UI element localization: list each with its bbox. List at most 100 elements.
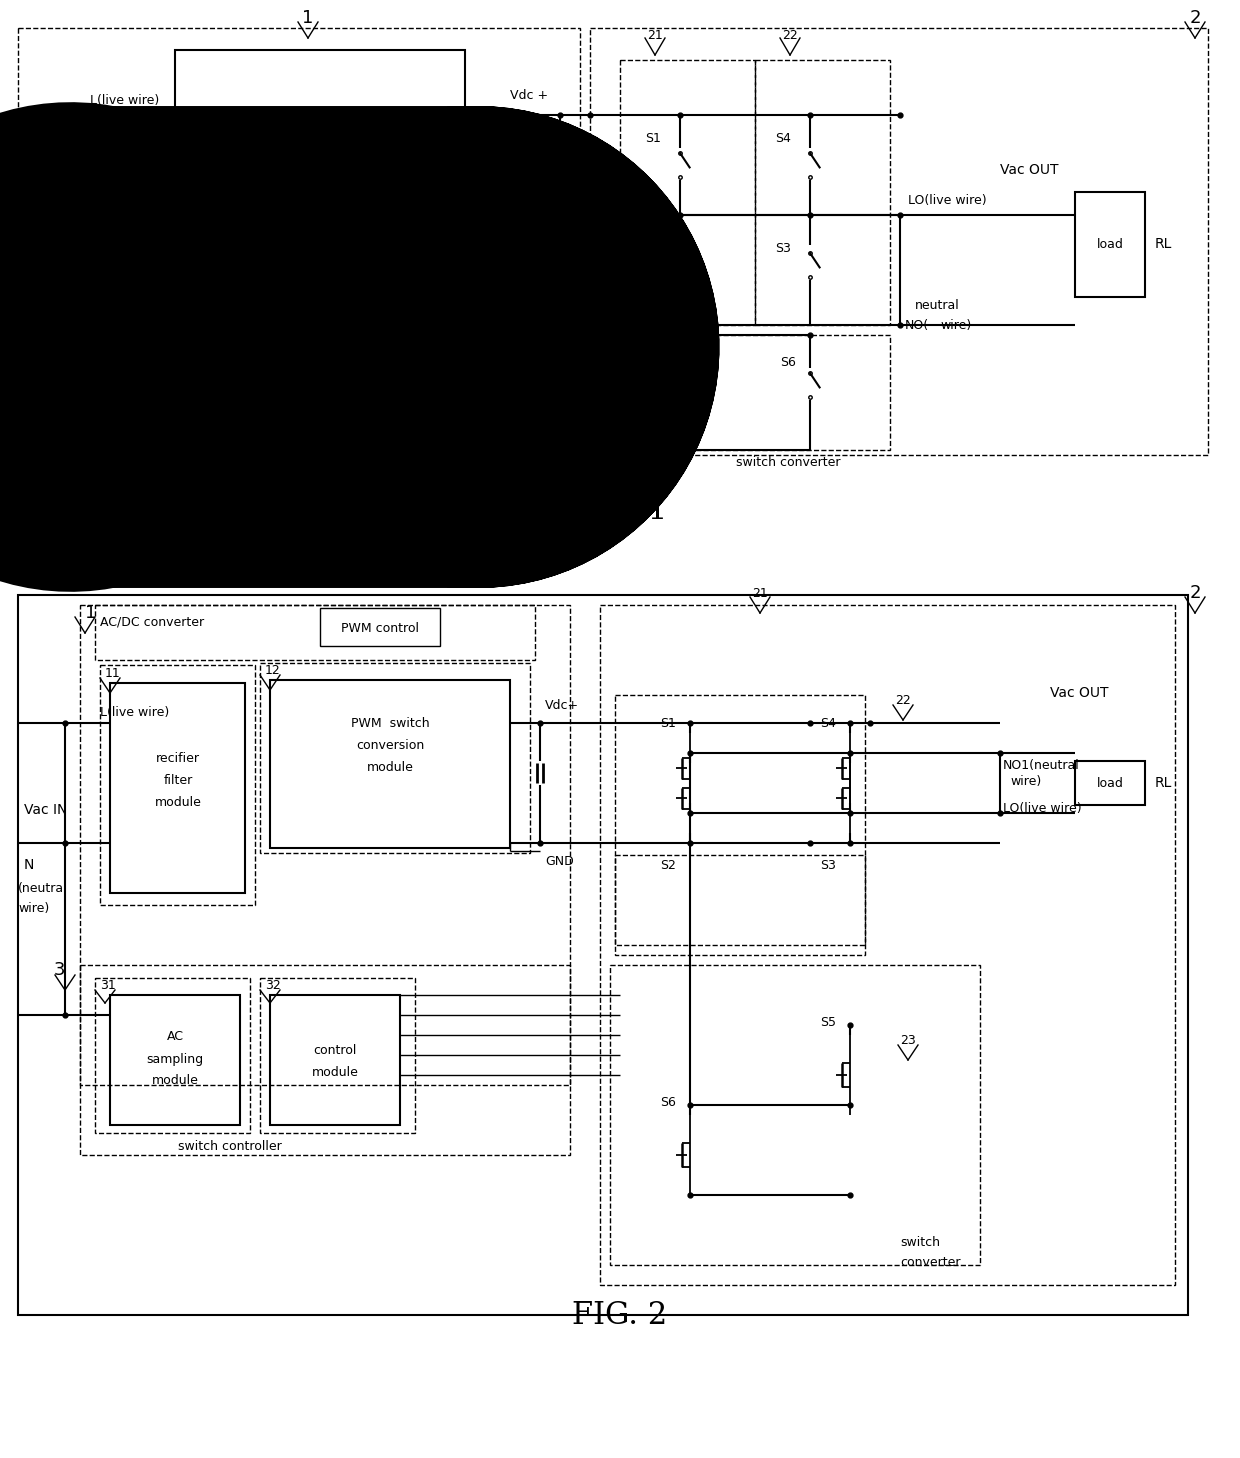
Text: S3: S3 — [820, 859, 836, 872]
Text: 21: 21 — [753, 586, 768, 599]
Text: converter: converter — [277, 146, 363, 163]
Text: S4: S4 — [775, 131, 791, 144]
Text: GND: GND — [510, 232, 538, 245]
Bar — [19, 595, 1188, 1315]
Bar — [260, 663, 529, 853]
Text: S5: S5 — [820, 1016, 836, 1029]
Text: switch controller: switch controller — [179, 1140, 281, 1153]
Text: wire): wire) — [940, 318, 971, 331]
Bar — [270, 994, 401, 1126]
Text: N: N — [30, 227, 41, 242]
Text: N: N — [24, 857, 35, 872]
Text: 3: 3 — [53, 961, 64, 978]
Text: wire): wire) — [19, 901, 50, 914]
Text: Vdc +: Vdc + — [510, 89, 548, 102]
Text: S3: S3 — [775, 242, 791, 255]
Text: switch controller: switch controller — [263, 340, 377, 354]
Text: module: module — [151, 1075, 198, 1088]
Text: 12: 12 — [265, 663, 280, 677]
Text: L(live wire): L(live wire) — [100, 706, 169, 719]
Text: S2: S2 — [645, 242, 661, 255]
Text: S1: S1 — [645, 131, 661, 144]
Bar — [615, 854, 866, 955]
Text: FIG. 2: FIG. 2 — [573, 1299, 667, 1331]
Bar — [81, 605, 570, 1085]
Text: wire): wire) — [1011, 774, 1042, 787]
Text: 22: 22 — [782, 29, 797, 41]
Text: converter: converter — [900, 1257, 961, 1270]
Text: 23: 23 — [640, 344, 656, 357]
Bar — [590, 28, 1208, 455]
Text: 22: 22 — [895, 694, 910, 707]
Bar — [1075, 761, 1145, 805]
Text: 2: 2 — [1189, 585, 1200, 602]
Text: Vac IN: Vac IN — [58, 178, 102, 192]
Text: control: control — [314, 1044, 357, 1057]
Bar — [270, 679, 510, 849]
Bar — [610, 965, 980, 1266]
Text: AC/DC converter: AC/DC converter — [100, 615, 205, 628]
Text: Vdc+: Vdc+ — [546, 698, 579, 712]
Text: S6: S6 — [780, 356, 796, 369]
Text: RL: RL — [1154, 776, 1172, 790]
Text: filter: filter — [164, 774, 192, 786]
Text: load: load — [1096, 777, 1123, 789]
Text: 32: 32 — [265, 978, 280, 991]
Text: LO(live wire): LO(live wire) — [1003, 802, 1081, 815]
Bar — [755, 60, 890, 325]
Text: 31: 31 — [100, 978, 115, 991]
Text: module: module — [155, 796, 201, 809]
Text: recifier: recifier — [156, 751, 200, 764]
Bar — [110, 994, 241, 1126]
Text: 11: 11 — [105, 666, 120, 679]
Bar — [615, 695, 866, 945]
Text: NO(: NO( — [905, 318, 929, 331]
Text: S4: S4 — [820, 716, 836, 729]
Text: neutral: neutral — [915, 299, 960, 312]
Bar — [175, 270, 465, 424]
Text: 23: 23 — [900, 1034, 916, 1047]
Text: (neutral: (neutral — [19, 882, 68, 895]
Text: 1: 1 — [303, 9, 314, 28]
Text: GND: GND — [546, 854, 574, 868]
Text: sampling: sampling — [146, 1053, 203, 1066]
Text: AC/DC: AC/DC — [291, 117, 348, 134]
Bar — [320, 608, 440, 646]
Text: module: module — [311, 1066, 358, 1079]
Text: wire): wire) — [22, 271, 53, 284]
Bar — [81, 965, 570, 1155]
Bar — [95, 978, 250, 1133]
Text: S6: S6 — [660, 1096, 676, 1110]
Bar — [100, 665, 255, 905]
Text: Vac OUT: Vac OUT — [999, 163, 1059, 176]
Text: L(live wire): L(live wire) — [91, 93, 159, 106]
Text: 3: 3 — [482, 453, 494, 471]
Bar — [600, 605, 1176, 1284]
Text: Vac IN: Vac IN — [24, 803, 67, 816]
Text: 21: 21 — [647, 29, 663, 41]
Bar — [95, 605, 534, 660]
Text: 2: 2 — [1189, 9, 1200, 28]
Text: S2: S2 — [660, 859, 676, 872]
Text: 1: 1 — [86, 604, 97, 623]
Text: PWM  switch: PWM switch — [351, 716, 429, 729]
Text: PWM control: PWM control — [341, 621, 419, 634]
Bar — [175, 50, 465, 214]
Text: module: module — [367, 761, 413, 774]
Text: S5: S5 — [650, 356, 666, 369]
Text: switch converter: switch converter — [735, 455, 839, 468]
Text: conversion: conversion — [356, 739, 424, 751]
Text: load: load — [1096, 238, 1123, 251]
Bar — [620, 60, 755, 325]
Text: LO(live wire): LO(live wire) — [908, 194, 987, 207]
Text: AC: AC — [166, 1031, 184, 1044]
Bar — [110, 682, 246, 892]
Bar — [19, 28, 580, 455]
Text: S1: S1 — [660, 716, 676, 729]
Text: RL: RL — [1154, 238, 1172, 251]
Text: switch: switch — [900, 1236, 940, 1250]
Bar — [1075, 192, 1145, 297]
Bar — [260, 978, 415, 1133]
Text: NO1(neutral: NO1(neutral — [1003, 758, 1080, 771]
Text: (neutral: (neutral — [22, 254, 72, 267]
